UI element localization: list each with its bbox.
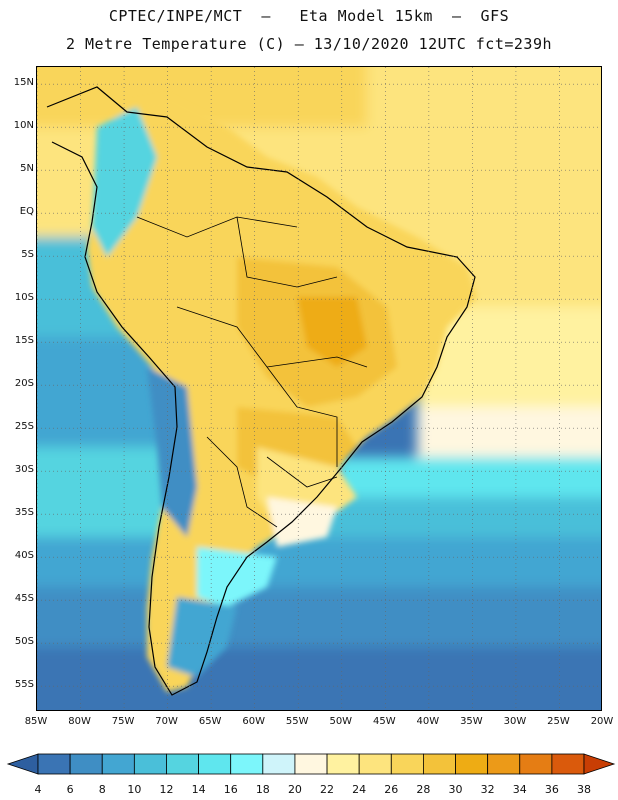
colorbar-level-label: 24 (352, 783, 367, 796)
longitude-label: 85W (24, 716, 48, 727)
colorbar-swatch (101, 753, 135, 775)
latitude-label: 35S (14, 507, 34, 519)
colorbar (6, 753, 616, 775)
latitude-label: 50S (14, 636, 34, 648)
longitude-label: 65W (198, 716, 222, 727)
colorbar-swatch (358, 753, 392, 775)
latitude-label: 55S (14, 679, 34, 691)
colorbar-swatch (69, 753, 103, 775)
colorbar-swatch (390, 753, 424, 775)
colorbar-swatch (133, 753, 167, 775)
latitude-label: 10S (14, 292, 34, 304)
latitude-label: 30S (14, 464, 34, 476)
colorbar-level-label: 20 (287, 783, 302, 796)
colorbar-under-triangle (6, 753, 39, 775)
colorbar-level-label: 22 (320, 783, 335, 796)
colorbar-level-label: 26 (384, 783, 399, 796)
colorbar-swatch (262, 753, 296, 775)
chart-title-line-2: 2 Metre Temperature (C) – 13/10/2020 12U… (65, 35, 553, 53)
longitude-label: 20W (590, 716, 614, 727)
colorbar-swatch (326, 753, 360, 775)
longitude-label: 70W (155, 716, 178, 727)
colorbar-swatch (294, 753, 328, 775)
colorbar-level-label: 6 (66, 783, 74, 796)
latitude-label: 20S (14, 378, 34, 390)
chart-title-line-1: CPTEC/INPE/MCT – Eta Model 15km – GFS (108, 7, 510, 25)
colorbar-level-label: 38 (577, 783, 591, 796)
colorbar-level-label: 14 (191, 783, 206, 796)
colorbar-level-label: 12 (159, 783, 174, 796)
longitude-label: 30W (503, 716, 527, 727)
colorbar-swatch (166, 753, 199, 775)
colorbar-level-label: 8 (98, 783, 106, 796)
latitude-label: 10N (13, 120, 34, 132)
longitude-label: 75W (111, 716, 135, 727)
latitude-label: 45S (14, 593, 34, 605)
longitude-label: 25W (547, 716, 570, 727)
colorbar-level-label: 10 (127, 783, 142, 796)
colorbar-level-label: 36 (544, 783, 559, 796)
latitude-label: 25S (14, 421, 34, 433)
latitude-label: 40S (14, 550, 34, 562)
longitude-label: 50W (329, 716, 353, 727)
colorbar-level-label: 28 (416, 783, 431, 796)
colorbar-swatch (37, 753, 71, 775)
colorbar-level-label: 30 (448, 783, 463, 796)
colorbar-level-label: 32 (480, 783, 495, 796)
coastline (46, 86, 476, 696)
latitude-label: 15S (14, 335, 34, 347)
colorbar-swatch (487, 753, 521, 775)
country-borders (136, 216, 368, 528)
colorbar-swatch (230, 753, 264, 775)
latitude-label: 15N (13, 77, 34, 89)
colorbar-swatch (551, 753, 585, 775)
latitude-label: 5S (21, 249, 34, 261)
longitude-label: 80W (68, 716, 91, 727)
colorbar-level-label: 18 (255, 783, 270, 796)
colorbar-over-triangle (583, 753, 616, 775)
latitude-label: EQ (19, 206, 34, 218)
colorbar-swatch (519, 753, 553, 775)
longitude-label: 35W (460, 716, 483, 727)
latitude-label: 5N (20, 163, 34, 175)
longitude-label: 40W (416, 716, 440, 727)
colorbar-swatch (423, 753, 456, 775)
longitude-label: 55W (285, 716, 309, 727)
colorbar-level-label: 4 (34, 783, 42, 796)
longitude-label: 45W (372, 716, 396, 727)
temperature-map (37, 67, 601, 710)
colorbar-swatch (455, 753, 489, 775)
colorbar-swatch (198, 753, 232, 775)
colorbar-level-label: 34 (512, 783, 527, 796)
map-panel (36, 66, 602, 711)
longitude-label: 60W (242, 716, 265, 727)
colorbar-level-label: 16 (223, 783, 238, 796)
